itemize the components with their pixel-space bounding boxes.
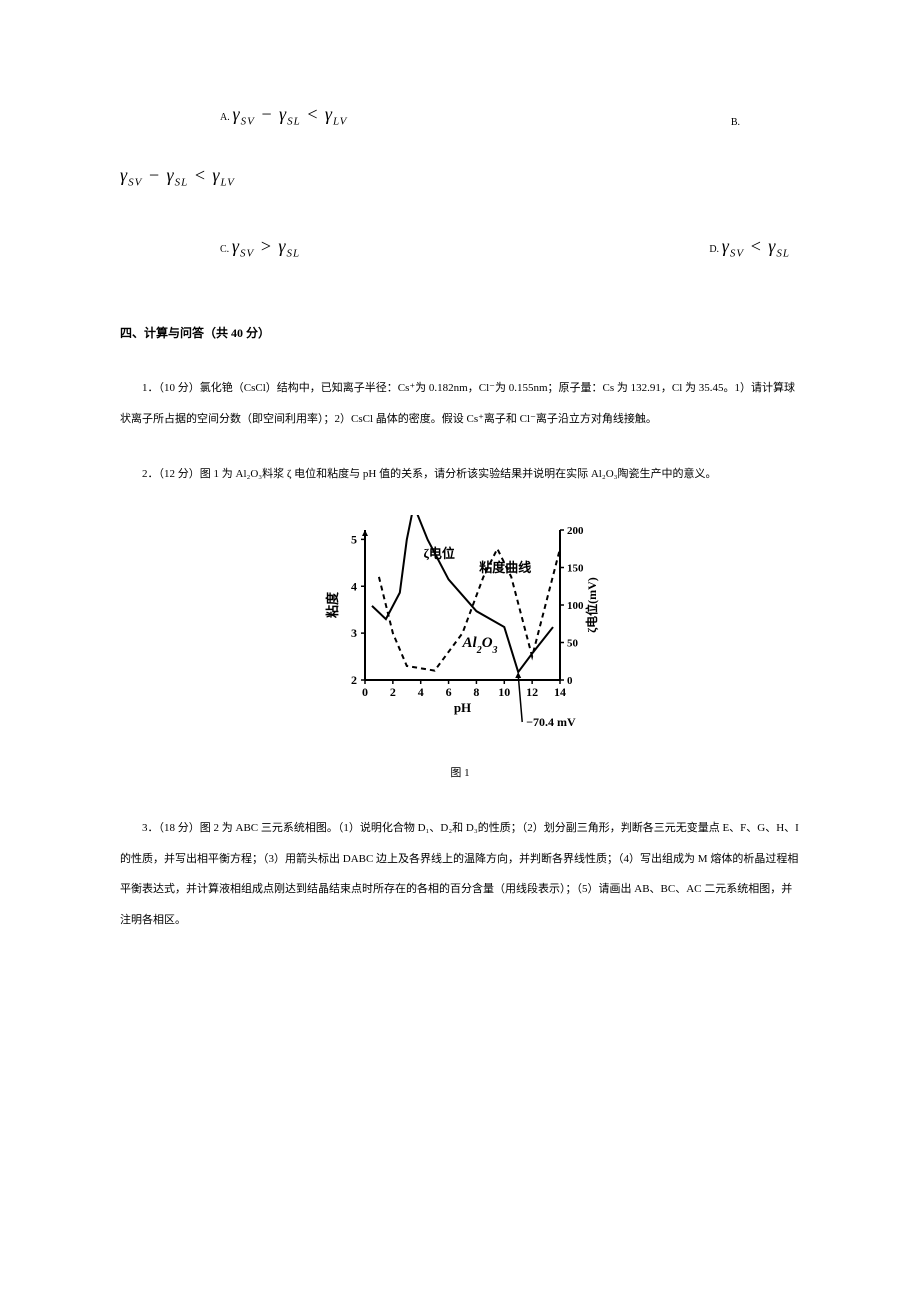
svg-text:ζ电位: ζ电位 [424,546,455,561]
option-c-label: C. [220,244,229,255]
svg-text:200: 200 [567,525,584,537]
svg-text:0: 0 [567,675,573,687]
option-c-formula: γSV > γSL [232,236,300,256]
svg-text:100: 100 [567,600,584,612]
svg-text:2: 2 [351,673,357,687]
svg-text:Al2O3: Al2O3 [462,635,498,656]
svg-text:12: 12 [526,685,538,699]
svg-text:150: 150 [567,563,584,575]
option-row-1: A. γSV − γSL < γLV B. [120,100,800,131]
svg-text:粘度: 粘度 [325,591,340,619]
option-a-formula: γSV − γSL < γLV [232,104,347,124]
svg-text:ζ电位(mV): ζ电位(mV) [584,577,599,633]
option-d-label: D. [709,244,719,255]
svg-text:6: 6 [446,685,452,699]
figure-1-caption: 图 1 [120,765,800,783]
option-b-formula-row: γSV − γSL < γLV [120,161,800,192]
svg-text:5: 5 [351,533,357,547]
svg-text:4: 4 [351,579,357,593]
svg-text:粘度曲线: 粘度曲线 [478,560,531,575]
svg-text:4: 4 [418,685,424,699]
option-d-formula: γSV < γSL [722,236,790,256]
option-b-label: B. [731,117,740,128]
section-title: 四、计算与问答（共 40 分） [120,324,800,343]
svg-text:pH: pH [454,700,471,715]
svg-text:2: 2 [390,685,396,699]
svg-text:10: 10 [498,685,510,699]
svg-text:8: 8 [473,685,479,699]
svg-text:0: 0 [362,685,368,699]
question-2: 2．（12 分）图 1 为 Al₂O₃料浆 ζ 电位和粘度与 pH 值的关系，请… [120,459,800,490]
chart-figure-1: 024681012142345050100150200ζ电位粘度曲线Al2O3p… [120,515,800,745]
svg-text:3: 3 [351,626,357,640]
option-row-2: C. γSV > γSL D. γSV < γSL [120,232,800,263]
option-b: B. [731,114,740,132]
question-1: 1．（10 分）氯化铯（CsCl）结构中，已知离子半径：Cs⁺为 0.182nm… [120,373,800,435]
svg-text:50: 50 [567,638,579,650]
option-b-formula: γSV − γSL < γLV [120,165,235,185]
chart-svg: 024681012142345050100150200ζ电位粘度曲线Al2O3p… [315,515,605,745]
question-3: 3．（18 分）图 2 为 ABC 三元系统相图。（1）说明化合物 D₁、D₂和… [120,813,800,936]
option-d: D. γSV < γSL [709,232,790,263]
svg-text:14: 14 [554,685,566,699]
option-a-label: A. [220,112,230,123]
option-c: C. γSV > γSL [220,232,300,263]
option-a: A. γSV − γSL < γLV [220,100,347,131]
svg-text:−70.4 mV: −70.4 mV [526,715,576,729]
